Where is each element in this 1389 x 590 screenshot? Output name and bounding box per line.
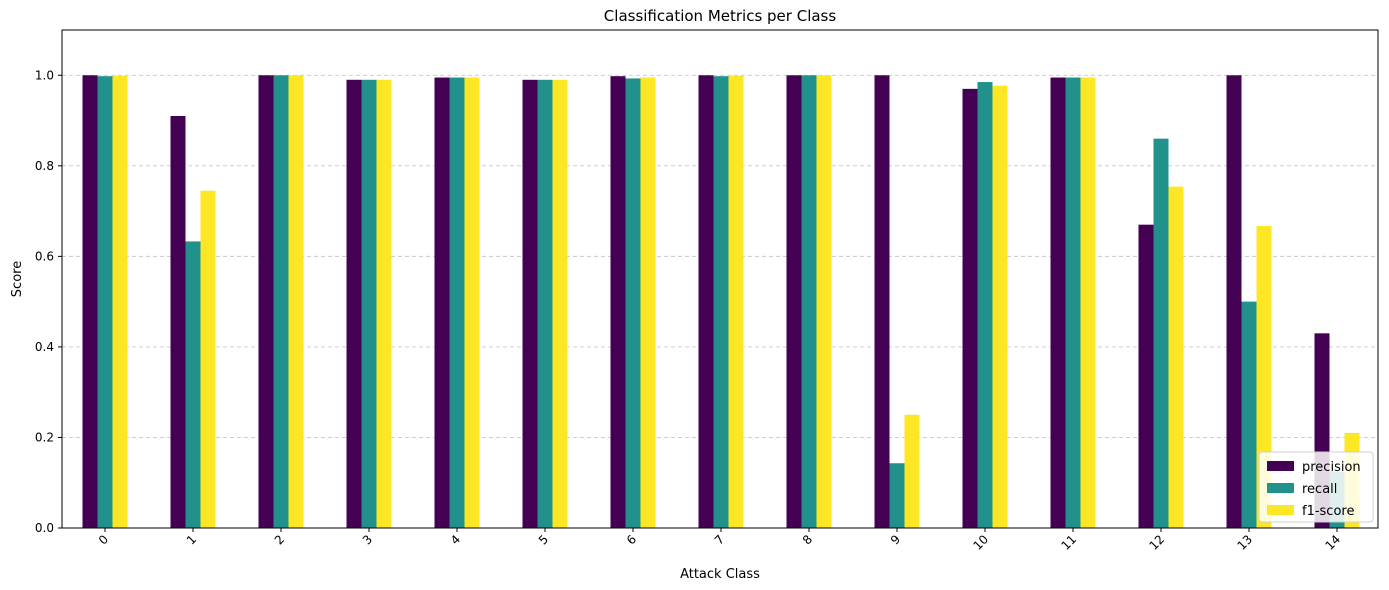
x-tick-label: 12 [1146,532,1167,553]
y-tick-label: 0.8 [35,159,54,173]
x-tick-label: 2 [272,532,287,547]
legend-swatch-recall [1267,483,1294,493]
x-tick-label: 8 [800,532,815,547]
bar-precision-class-0 [82,75,98,528]
legend: precision recall f1-score [1258,451,1374,523]
bar-f1-score-class-8 [816,75,832,528]
chart-title: Classification Metrics per Class [604,7,837,25]
bar-precision-class-9 [874,75,890,528]
bar-precision-class-13 [1226,75,1242,528]
bar-precision-class-2 [258,75,274,528]
x-tick-label: 14 [1322,532,1343,553]
bar-f1-score-class-9 [904,414,920,528]
bar-recall-class-6 [625,78,641,528]
bar-precision-class-4 [434,77,450,528]
bar-precision-class-8 [786,75,802,528]
bar-f1-score-class-4 [464,77,480,528]
bar-f1-score-class-0 [112,75,128,528]
legend-label-precision: precision [1302,460,1361,475]
bar-recall-class-1 [185,241,201,528]
y-tick-label: 0.0 [35,521,54,535]
x-tick-label: 4 [448,532,463,547]
y-axis-label: Score [10,261,25,297]
x-tick-label: 10 [970,532,991,553]
x-tick-label: 11 [1058,532,1079,553]
y-tick-label: 0.2 [35,430,54,444]
y-tick-label: 0.4 [35,340,54,354]
bar-recall-class-5 [537,79,553,529]
bar-precision-class-10 [962,88,978,528]
legend-label-recall: recall [1302,482,1337,497]
x-tick-label: 7 [712,532,727,547]
legend-swatch-precision [1267,461,1294,471]
bar-recall-class-10 [977,82,993,529]
bar-f1-score-class-5 [552,79,568,529]
bar-recall-class-8 [801,75,817,528]
y-axis: 0.0 0.2 0.4 0.6 0.8 1.0 [35,68,62,535]
bar-precision-class-5 [522,79,538,529]
bar-precision-class-6 [610,76,626,528]
bar-f1-score-class-11 [1080,77,1096,528]
y-tick-label: 0.6 [35,249,54,263]
bar-f1-score-class-7 [728,75,744,528]
bar-f1-score-class-1 [200,190,216,528]
bar-precision-class-3 [346,79,362,529]
x-axis: 0 1 2 3 4 5 6 7 8 9 10 11 12 13 14 [96,528,1343,553]
bar-precision-class-1 [170,116,186,528]
bar-recall-class-3 [361,79,377,529]
x-tick-label: 6 [624,532,639,547]
bar-f1-score-class-10 [992,85,1008,528]
plot-frame [61,29,1379,529]
bar-recall-class-7 [713,76,729,528]
bar-f1-score-class-12 [1168,186,1184,529]
legend-swatch-f1-score [1267,505,1294,515]
x-tick-label: 13 [1234,532,1255,553]
bar-recall-class-13 [1241,301,1257,528]
bar-f1-score-class-6 [640,77,656,528]
bar-precision-class-11 [1050,77,1066,528]
x-axis-label: Attack Class [680,567,760,582]
x-tick-label: 1 [184,532,199,547]
bar-f1-score-class-2 [288,75,304,528]
x-tick-label: 9 [888,532,903,547]
x-tick-label: 5 [536,532,551,547]
legend-label-f1-score: f1-score [1302,504,1354,519]
bar-recall-class-11 [1065,77,1081,528]
y-tick-label: 1.0 [35,68,54,82]
bar-f1-score-class-3 [376,79,392,529]
bar-recall-class-9 [889,463,905,528]
bar-precision-class-12 [1138,224,1154,528]
bar-precision-class-7 [698,75,714,528]
bars-layer [82,75,1360,529]
bar-recall-class-2 [273,75,289,528]
x-tick-label: 0 [96,532,111,547]
bar-recall-class-0 [97,76,113,528]
bar-recall-class-4 [449,77,465,528]
bar-recall-class-12 [1153,138,1169,528]
x-tick-label: 3 [360,532,375,547]
